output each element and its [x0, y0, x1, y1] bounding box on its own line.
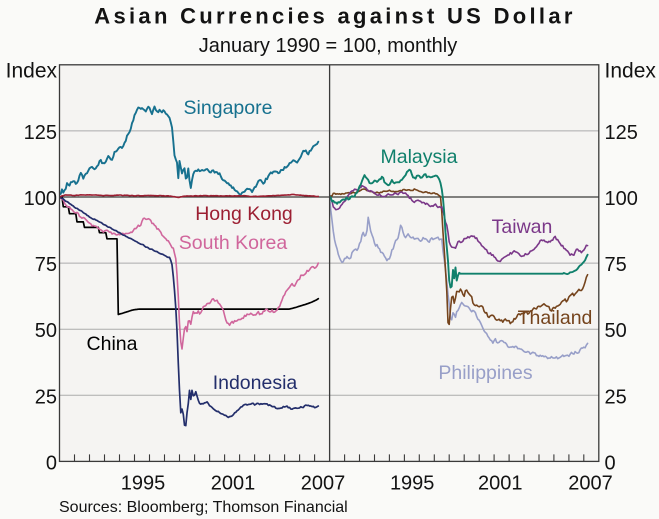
svg-text:25: 25	[605, 386, 627, 408]
svg-text:Index: Index	[605, 60, 657, 83]
svg-text:January 1990 = 100, monthly: January 1990 = 100, monthly	[199, 35, 458, 57]
svg-text:125: 125	[24, 122, 57, 144]
svg-text:100: 100	[24, 188, 57, 210]
svg-text:75: 75	[35, 254, 57, 276]
svg-text:Index: Index	[6, 60, 58, 83]
svg-text:1995: 1995	[121, 473, 166, 495]
svg-text:50: 50	[605, 320, 627, 342]
svg-text:2001: 2001	[211, 473, 256, 495]
svg-text:China: China	[87, 333, 138, 355]
svg-text:2007: 2007	[301, 473, 346, 495]
svg-text:Asian Currencies against US Do: Asian Currencies against US Dollar	[94, 4, 575, 29]
svg-text:2001: 2001	[478, 473, 523, 495]
svg-text:125: 125	[605, 122, 638, 144]
svg-text:Thailand: Thailand	[518, 307, 593, 329]
svg-text:2007: 2007	[568, 473, 613, 495]
svg-text:Hong Kong: Hong Kong	[195, 203, 293, 225]
svg-text:0: 0	[605, 452, 616, 474]
svg-text:Taiwan: Taiwan	[492, 216, 553, 238]
svg-text:Malaysia: Malaysia	[381, 146, 458, 168]
svg-text:100: 100	[605, 188, 638, 210]
svg-text:1995: 1995	[390, 473, 435, 495]
svg-text:0: 0	[46, 452, 57, 474]
svg-text:50: 50	[35, 320, 57, 342]
svg-text:Philippines: Philippines	[438, 362, 533, 384]
svg-text:25: 25	[35, 386, 57, 408]
svg-text:Sources: Bloomberg; Thomson Fi: Sources: Bloomberg; Thomson Financial	[59, 499, 348, 516]
svg-text:75: 75	[605, 254, 627, 276]
svg-text:Singapore: Singapore	[184, 97, 273, 119]
svg-text:South Korea: South Korea	[179, 232, 288, 254]
svg-text:Indonesia: Indonesia	[213, 372, 298, 394]
